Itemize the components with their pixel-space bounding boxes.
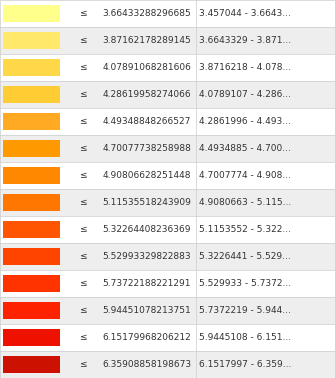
Text: 5.3226441 - 5.529...: 5.3226441 - 5.529... <box>199 252 291 261</box>
Bar <box>0 108 335 135</box>
Bar <box>3 356 60 373</box>
Text: 5.529933 - 5.7372...: 5.529933 - 5.7372... <box>199 279 291 288</box>
Bar <box>0 351 335 378</box>
Bar <box>3 140 60 157</box>
Text: 6.15179968206212: 6.15179968206212 <box>102 333 191 342</box>
Bar <box>0 324 335 351</box>
Text: 4.07891068281606: 4.07891068281606 <box>102 63 191 72</box>
Bar <box>3 302 60 319</box>
Text: ≤: ≤ <box>79 9 86 18</box>
Text: 5.11535518243909: 5.11535518243909 <box>102 198 191 207</box>
Text: ≤: ≤ <box>79 252 86 261</box>
Text: ≤: ≤ <box>79 117 86 126</box>
Text: 5.9445108 - 6.151...: 5.9445108 - 6.151... <box>199 333 291 342</box>
Bar <box>3 194 60 211</box>
Bar <box>0 189 335 216</box>
Bar <box>0 216 335 243</box>
Bar <box>3 59 60 76</box>
Text: ≤: ≤ <box>79 36 86 45</box>
Text: ≤: ≤ <box>79 63 86 72</box>
Text: 5.1153552 - 5.322...: 5.1153552 - 5.322... <box>199 225 291 234</box>
Bar <box>0 54 335 81</box>
Bar <box>0 81 335 108</box>
Text: 6.35908858198673: 6.35908858198673 <box>102 360 191 369</box>
Bar <box>0 270 335 297</box>
Text: ≤: ≤ <box>79 90 86 99</box>
Text: 3.6643329 - 3.871...: 3.6643329 - 3.871... <box>199 36 291 45</box>
Text: 4.49348848266527: 4.49348848266527 <box>102 117 191 126</box>
Bar <box>0 297 335 324</box>
Bar <box>3 113 60 130</box>
Bar <box>3 275 60 292</box>
Text: ≤: ≤ <box>79 333 86 342</box>
Text: ≤: ≤ <box>79 360 86 369</box>
Bar <box>3 221 60 238</box>
Text: 4.4934885 - 4.700...: 4.4934885 - 4.700... <box>199 144 291 153</box>
Text: 5.73722188221291: 5.73722188221291 <box>102 279 191 288</box>
Text: ≤: ≤ <box>79 171 86 180</box>
Text: 6.1517997 - 6.359...: 6.1517997 - 6.359... <box>199 360 292 369</box>
Text: 3.8716218 - 4.078...: 3.8716218 - 4.078... <box>199 63 291 72</box>
Text: 4.9080663 - 5.115...: 4.9080663 - 5.115... <box>199 198 291 207</box>
Text: 3.87162178289145: 3.87162178289145 <box>102 36 191 45</box>
Text: ≤: ≤ <box>79 198 86 207</box>
Text: 5.52993329822883: 5.52993329822883 <box>102 252 191 261</box>
Text: 3.457044 - 3.6643...: 3.457044 - 3.6643... <box>199 9 291 18</box>
Bar <box>0 27 335 54</box>
Text: 4.7007774 - 4.908...: 4.7007774 - 4.908... <box>199 171 291 180</box>
Bar <box>0 135 335 162</box>
Text: ≤: ≤ <box>79 306 86 315</box>
Text: 4.70077738258988: 4.70077738258988 <box>102 144 191 153</box>
Text: 5.32264408236369: 5.32264408236369 <box>102 225 191 234</box>
Bar <box>3 32 60 49</box>
Text: 4.28619958274066: 4.28619958274066 <box>102 90 191 99</box>
Bar <box>3 248 60 265</box>
Text: 5.7372219 - 5.944...: 5.7372219 - 5.944... <box>199 306 291 315</box>
Text: 5.94451078213751: 5.94451078213751 <box>102 306 191 315</box>
Text: ≤: ≤ <box>79 279 86 288</box>
Bar <box>3 5 60 22</box>
Text: 4.2861996 - 4.493...: 4.2861996 - 4.493... <box>199 117 291 126</box>
Text: 4.90806628251448: 4.90806628251448 <box>102 171 191 180</box>
Text: 4.0789107 - 4.286...: 4.0789107 - 4.286... <box>199 90 291 99</box>
Bar <box>3 86 60 103</box>
Bar <box>0 0 335 27</box>
Text: 3.66433288296685: 3.66433288296685 <box>102 9 191 18</box>
Text: ≤: ≤ <box>79 225 86 234</box>
Bar <box>3 167 60 184</box>
Bar <box>0 162 335 189</box>
Text: ≤: ≤ <box>79 144 86 153</box>
Bar <box>0 243 335 270</box>
Bar <box>3 329 60 346</box>
